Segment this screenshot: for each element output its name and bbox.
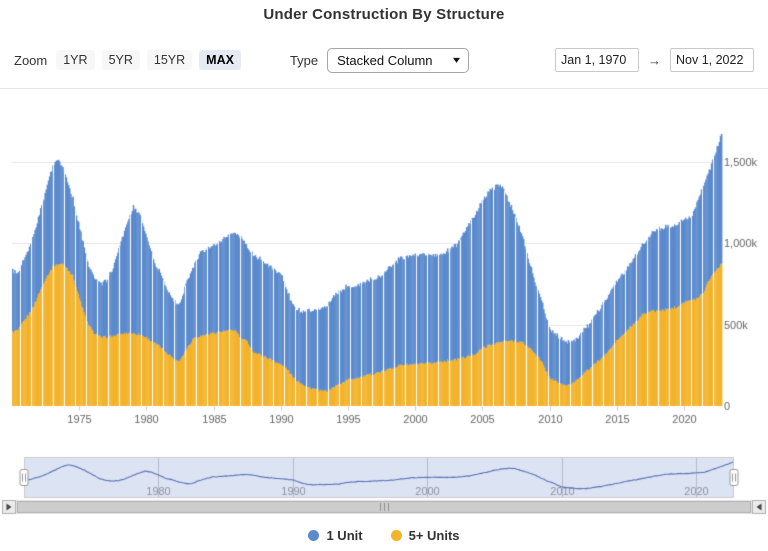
date-from-input[interactable] (555, 48, 639, 72)
toolbar-divider (0, 88, 768, 89)
range-selector-toolbar: Zoom 1YR 5YR 15YR MAX Type Stacked Colum… (0, 44, 768, 76)
zoom-button-15yr[interactable]: 15YR (146, 50, 193, 70)
date-to-input[interactable] (670, 48, 754, 72)
chart-type-select[interactable]: Stacked Column ▾ (327, 47, 470, 73)
chart-legend: 1 Unit 5+ Units (0, 524, 768, 546)
navigator-scrollbar[interactable] (0, 452, 768, 518)
main-chart-plot[interactable] (0, 90, 768, 440)
legend-item-1-unit[interactable]: 1 Unit (308, 527, 363, 543)
zoom-button-5yr[interactable]: 5YR (101, 50, 140, 70)
chart-type-value: Stacked Column (337, 52, 433, 68)
legend-label-1-unit: 1 Unit (326, 527, 363, 543)
date-range-group: → (555, 48, 754, 72)
date-range-arrow-icon: → (648, 52, 661, 68)
chart-title: Under Construction By Structure (263, 6, 505, 23)
zoom-label: Zoom (14, 52, 48, 68)
chevron-down-icon: ▾ (453, 54, 461, 66)
zoom-button-1yr[interactable]: 1YR (56, 50, 95, 70)
legend-marker-5plus-units (390, 529, 402, 541)
chart-type-group: Type Stacked Column ▾ (289, 47, 470, 73)
type-label: Type (289, 52, 319, 68)
legend-item-5plus-units[interactable]: 5+ Units (390, 527, 460, 543)
legend-label-5plus-units: 5+ Units (408, 527, 460, 543)
zoom-button-max[interactable]: MAX (199, 50, 241, 70)
legend-marker-1-unit (308, 529, 320, 541)
